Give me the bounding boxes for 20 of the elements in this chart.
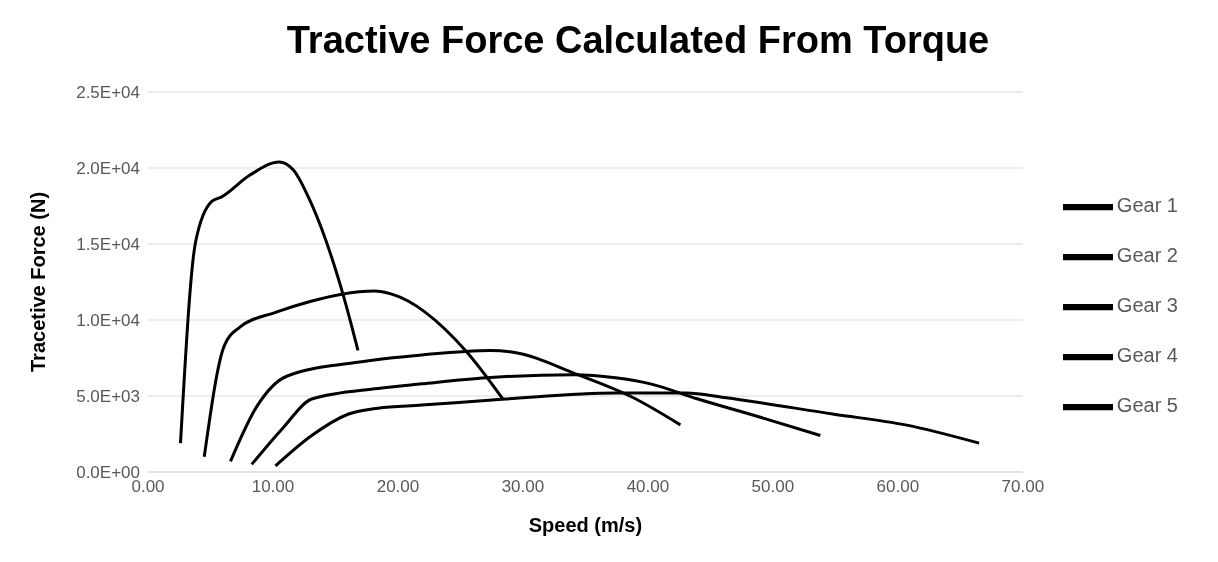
y-axis-title: Tracetive Force (N) <box>27 191 50 372</box>
legend-label: Gear 2 <box>1116 244 1178 267</box>
y-tick-label: 5.0E+03 <box>76 387 140 407</box>
x-axis-title: Speed (m/s) <box>528 514 643 536</box>
chart-title: Tractive Force Calculated From Torque <box>285 18 991 63</box>
x-tick-label: 20.00 <box>376 477 420 497</box>
x-tick-label: 30.00 <box>501 477 545 497</box>
x-tick-label: 10.00 <box>251 477 295 497</box>
x-tick-label: 50.00 <box>751 477 795 497</box>
y-tick-label: 2.0E+04 <box>76 159 140 179</box>
x-tick-label: 70.00 <box>1001 477 1045 497</box>
legend-label: Gear 5 <box>1116 394 1178 417</box>
legend-label: Gear 3 <box>1116 294 1178 317</box>
y-tick-label: 1.0E+04 <box>76 311 140 331</box>
y-tick-label: 2.5E+04 <box>76 83 140 103</box>
legend-label: Gear 1 <box>1116 194 1178 217</box>
x-tick-label: 40.00 <box>626 477 670 497</box>
y-tick-label: 1.5E+04 <box>76 235 140 255</box>
x-tick-label: 60.00 <box>876 477 920 497</box>
legend-label: Gear 4 <box>1116 344 1178 367</box>
